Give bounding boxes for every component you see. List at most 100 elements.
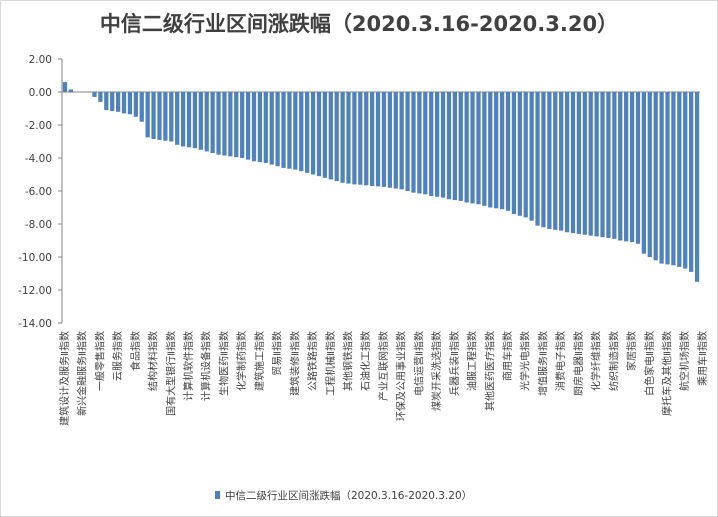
bar	[375, 92, 381, 187]
bar	[541, 92, 546, 228]
bar	[305, 92, 310, 173]
category-label: 云服务指数	[111, 331, 124, 381]
category-label: 结构材料指数	[147, 331, 160, 391]
bar	[281, 92, 286, 168]
bar	[440, 92, 446, 198]
category-label: 纺织制造指数	[607, 331, 620, 391]
bar	[683, 92, 688, 269]
bar	[157, 92, 162, 140]
bar	[151, 92, 156, 140]
bar	[234, 92, 239, 158]
bar	[334, 92, 339, 182]
category-label: 计算机软件指数	[182, 331, 195, 401]
category-label: 增值服务Ⅱ指数	[536, 331, 549, 396]
bar	[257, 92, 263, 163]
category-label: 建筑装修Ⅱ指数	[288, 331, 301, 396]
bar	[689, 92, 694, 272]
bar	[653, 92, 658, 261]
bar	[310, 92, 316, 175]
bar	[488, 92, 493, 208]
bar	[694, 92, 700, 282]
category-label: 计算机设备指数	[200, 331, 213, 401]
y-tick-label: -6.00	[25, 186, 52, 198]
category-label: 公路铁路指数	[306, 331, 319, 391]
category-label: 乘用车Ⅱ指数	[696, 331, 709, 386]
category-label: 食品指数	[129, 331, 142, 371]
bar	[600, 92, 605, 238]
bar	[316, 92, 322, 177]
category-label: 电信运营Ⅱ指数	[412, 331, 425, 396]
category-label: 其他钢铁指数	[342, 331, 355, 391]
bar	[216, 92, 221, 155]
bar	[322, 92, 327, 178]
bar	[523, 92, 528, 218]
bar	[677, 92, 682, 267]
y-tick-label: 2.00	[29, 54, 52, 66]
bar	[358, 92, 363, 185]
bar	[671, 92, 676, 266]
bar	[145, 92, 150, 138]
bar	[618, 92, 623, 241]
bar	[352, 92, 357, 185]
category-label: 光学光电指数	[519, 331, 532, 391]
bar	[635, 92, 641, 244]
bar	[263, 92, 268, 163]
category-label: 建筑施工指数	[253, 331, 266, 391]
legend: 中信二级行业区间涨跌幅（2020.3.16-2020.3.20）	[215, 489, 472, 502]
y-tick-label: -8.00	[25, 219, 52, 231]
bar	[594, 92, 599, 237]
bar	[210, 92, 215, 154]
bar	[62, 82, 68, 92]
bar	[293, 92, 298, 170]
bar	[499, 92, 505, 210]
bar	[287, 92, 292, 169]
category-label: 摩托车及其他Ⅱ指数	[661, 331, 674, 416]
bar	[452, 92, 457, 201]
bar	[68, 89, 73, 92]
y-tick-label: -10.00	[18, 252, 52, 264]
bar	[387, 92, 392, 188]
category-label: 兵器兵装Ⅱ指数	[448, 331, 461, 396]
category-label: 工程机械Ⅱ指数	[324, 331, 337, 396]
bar	[476, 92, 481, 205]
bar	[180, 92, 186, 147]
bar	[417, 92, 422, 194]
category-label: 新兴金融服务Ⅱ指数	[76, 331, 89, 416]
axis-layer: 2.00 0.00 -2.00 -4.00 -6.00 -8.00 -10.00 -12.00…	[18, 54, 700, 330]
category-label: 其他医药医疗指数	[483, 331, 496, 411]
bar	[169, 92, 174, 142]
bars-layer	[62, 82, 700, 282]
bar	[175, 92, 180, 145]
bar	[222, 92, 227, 156]
bar	[576, 92, 582, 234]
bar	[629, 92, 635, 243]
bar	[245, 92, 251, 160]
bar	[346, 92, 351, 184]
category-label: 化学纤维指数	[590, 331, 603, 391]
bar	[529, 92, 534, 221]
bar	[163, 92, 168, 141]
bar	[458, 92, 463, 201]
bar	[328, 92, 333, 180]
bar	[624, 92, 629, 242]
bar	[665, 92, 670, 265]
y-tick-label: -4.00	[25, 153, 52, 165]
category-label: 煤炭开采洗选指数	[430, 331, 443, 411]
bar	[204, 92, 209, 152]
bar	[470, 92, 475, 204]
bar	[464, 92, 469, 203]
bar	[535, 92, 540, 226]
bar	[564, 92, 570, 233]
bar	[110, 92, 115, 111]
bar	[494, 92, 499, 209]
bar	[446, 92, 452, 200]
chart-title: 中信二级行业区间涨跌幅（2020.3.16-2020.3.20）	[99, 12, 619, 36]
bar	[429, 92, 434, 196]
category-label: 建筑设计及服务Ⅱ指数	[58, 331, 71, 426]
bar	[228, 92, 233, 157]
category-label: 厨房电器Ⅱ指数	[572, 331, 585, 396]
bar	[92, 92, 97, 97]
bar	[364, 92, 369, 186]
bar	[511, 92, 517, 215]
